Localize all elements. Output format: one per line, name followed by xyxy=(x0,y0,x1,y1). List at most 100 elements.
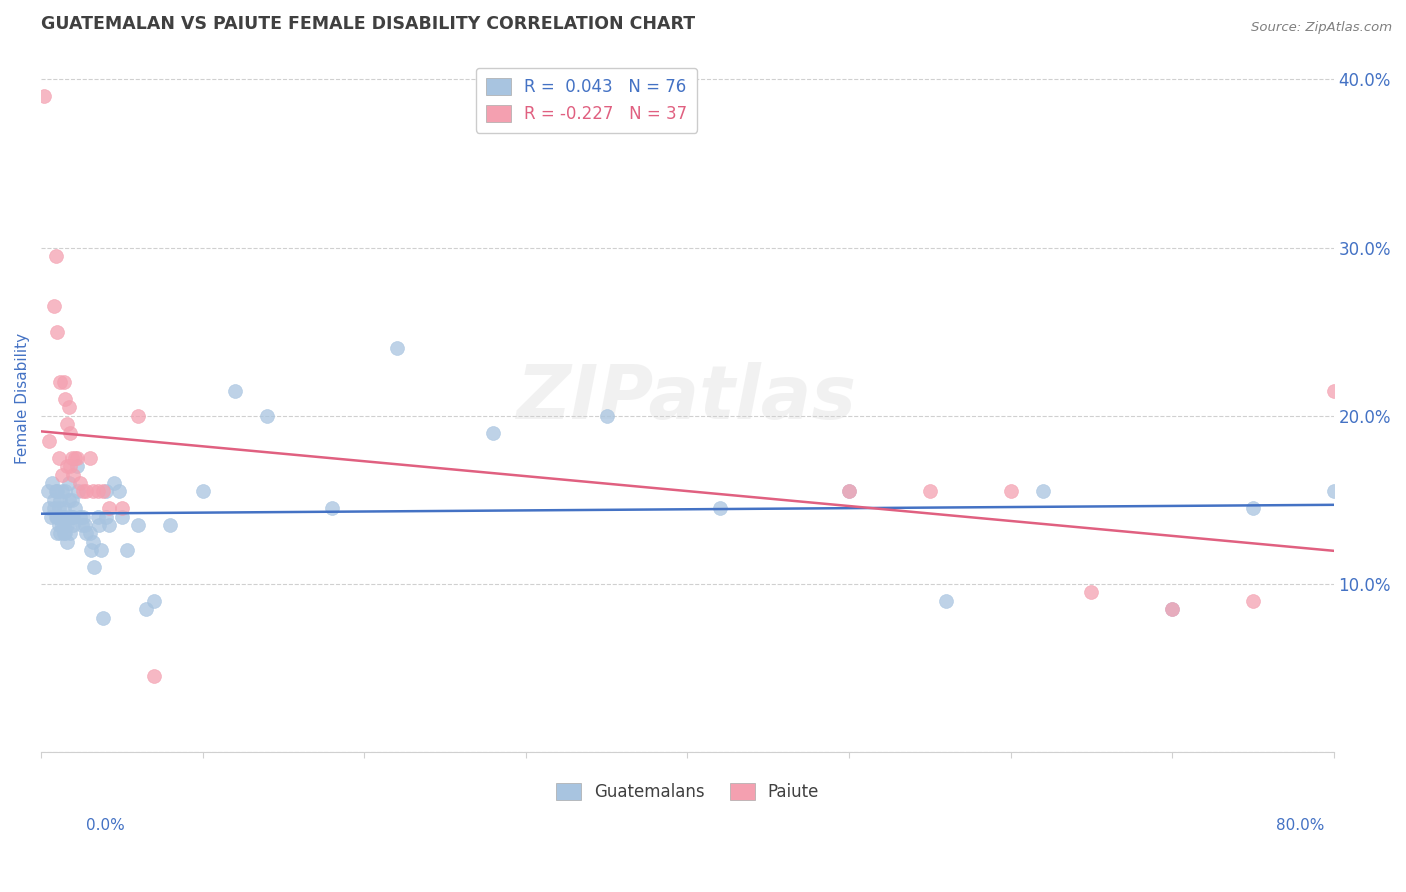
Point xyxy=(58,492,80,507)
Point xyxy=(90,543,112,558)
Point xyxy=(75,526,97,541)
Point xyxy=(56,459,79,474)
Point xyxy=(67,484,90,499)
Point xyxy=(48,501,70,516)
Point xyxy=(918,484,941,499)
Point xyxy=(1323,484,1346,499)
Point xyxy=(51,518,73,533)
Point xyxy=(53,392,76,406)
Text: Source: ZipAtlas.com: Source: ZipAtlas.com xyxy=(1251,21,1392,34)
Point xyxy=(1000,484,1022,499)
Point xyxy=(482,425,505,440)
Point xyxy=(51,509,73,524)
Point xyxy=(52,375,75,389)
Point xyxy=(115,543,138,558)
Point xyxy=(46,484,69,499)
Point xyxy=(66,459,89,474)
Point xyxy=(52,526,75,541)
Point xyxy=(49,492,72,507)
Point xyxy=(159,518,181,533)
Point xyxy=(83,560,105,574)
Point xyxy=(51,484,73,499)
Point xyxy=(46,325,69,339)
Point xyxy=(127,409,149,423)
Point xyxy=(72,509,94,524)
Point xyxy=(838,484,860,499)
Point xyxy=(59,459,82,474)
Point xyxy=(48,450,70,465)
Point xyxy=(45,249,67,263)
Point xyxy=(111,501,134,516)
Point xyxy=(60,450,83,465)
Point xyxy=(127,518,149,533)
Point xyxy=(41,476,63,491)
Point xyxy=(49,526,72,541)
Point xyxy=(86,484,108,499)
Point xyxy=(42,492,65,507)
Point xyxy=(45,509,67,524)
Text: 80.0%: 80.0% xyxy=(1277,818,1324,832)
Point xyxy=(59,425,82,440)
Point xyxy=(94,509,117,524)
Point xyxy=(82,535,104,549)
Point xyxy=(321,501,343,516)
Point xyxy=(53,509,76,524)
Point xyxy=(107,484,129,499)
Point xyxy=(89,518,111,533)
Point xyxy=(935,594,957,608)
Point xyxy=(94,484,117,499)
Point xyxy=(58,401,80,415)
Point xyxy=(69,476,91,491)
Point xyxy=(39,509,62,524)
Point xyxy=(111,509,134,524)
Point xyxy=(53,484,76,499)
Point xyxy=(1161,602,1184,616)
Point xyxy=(38,434,60,448)
Point xyxy=(48,518,70,533)
Point xyxy=(143,669,166,683)
Point xyxy=(191,484,214,499)
Point xyxy=(53,526,76,541)
Point xyxy=(62,509,84,524)
Point xyxy=(72,484,94,499)
Point xyxy=(224,384,246,398)
Point xyxy=(56,535,79,549)
Point xyxy=(66,450,89,465)
Point xyxy=(256,409,278,423)
Point xyxy=(62,518,84,533)
Point xyxy=(838,484,860,499)
Point xyxy=(34,89,56,103)
Point xyxy=(69,509,91,524)
Point xyxy=(38,501,60,516)
Point xyxy=(135,602,157,616)
Point xyxy=(63,501,86,516)
Point xyxy=(59,526,82,541)
Point xyxy=(75,484,97,499)
Point xyxy=(385,342,408,356)
Point xyxy=(63,450,86,465)
Text: ZIPatlas: ZIPatlas xyxy=(517,362,858,435)
Y-axis label: Female Disability: Female Disability xyxy=(15,334,30,465)
Point xyxy=(103,476,125,491)
Legend: Guatemalans, Paiute: Guatemalans, Paiute xyxy=(548,776,825,807)
Point xyxy=(42,299,65,313)
Point xyxy=(1323,384,1346,398)
Point xyxy=(59,509,82,524)
Point xyxy=(60,509,83,524)
Point xyxy=(1032,484,1054,499)
Point xyxy=(595,409,617,423)
Point xyxy=(52,501,75,516)
Point xyxy=(70,518,93,533)
Point xyxy=(79,526,101,541)
Point xyxy=(60,492,83,507)
Point xyxy=(79,450,101,465)
Text: 0.0%: 0.0% xyxy=(86,818,125,832)
Point xyxy=(62,467,84,482)
Point xyxy=(37,484,59,499)
Point xyxy=(1241,501,1264,516)
Point xyxy=(1080,585,1102,599)
Point xyxy=(86,509,108,524)
Point xyxy=(46,526,69,541)
Point xyxy=(91,484,114,499)
Point xyxy=(82,484,104,499)
